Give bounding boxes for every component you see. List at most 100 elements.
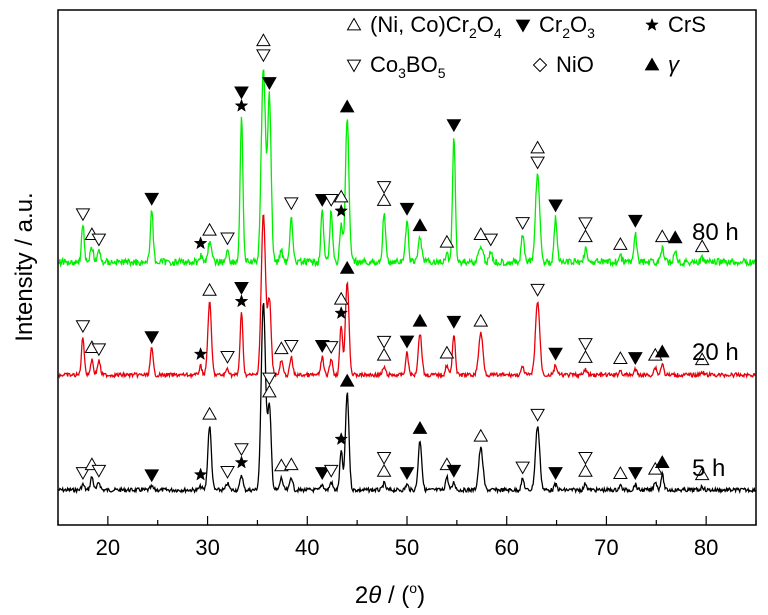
x-label-theta: θ (368, 582, 381, 609)
peak-marker (75, 208, 91, 222)
peak-marker (333, 291, 349, 305)
x-label-two: 2 (355, 582, 368, 609)
peak-marker (399, 467, 415, 481)
legend-triangle-down-filled-icon (515, 19, 531, 33)
series-label: 80 h (692, 219, 739, 246)
peak-marker (339, 373, 355, 387)
peak-marker (446, 464, 462, 478)
series-label: 20 h (692, 339, 739, 366)
peak-marker (399, 335, 415, 349)
peak-marker (220, 232, 235, 246)
peak-marker (234, 98, 249, 112)
peak-marker (530, 283, 545, 297)
diffraction-traces (57, 69, 756, 495)
legend-label: NiO (556, 52, 594, 77)
peak-marker (412, 313, 428, 327)
series-labels: 5 h 20 h 80 h (692, 219, 739, 482)
peak-marker (578, 217, 593, 231)
peak-marker (283, 340, 299, 353)
peak-marker (613, 466, 628, 479)
peak-marker (578, 229, 593, 243)
legend-label: Co3BO5 (370, 52, 446, 81)
peak-marker (234, 455, 249, 469)
peak-marker (376, 347, 392, 361)
peak-marker (339, 260, 355, 274)
legend-label: (Ni, Co)Cr2O4 (370, 12, 502, 41)
legend-triangle-open-icon (346, 17, 362, 31)
peak-marker (530, 156, 545, 170)
peak-marker (548, 199, 563, 213)
peak-marker (91, 464, 107, 478)
trace-20h (57, 214, 756, 380)
trace-5h (58, 303, 756, 495)
peak-marker (530, 408, 545, 422)
peak-marker (273, 458, 289, 472)
peak-marker (376, 452, 392, 465)
peak-marker (202, 282, 217, 296)
x-tick-label: 50 (395, 535, 419, 560)
peak-marker (144, 192, 160, 206)
peak-marker (627, 214, 643, 228)
x-label-close: ) (417, 582, 425, 609)
legend-diamond-open-icon (532, 57, 548, 73)
peak-marker (647, 461, 663, 475)
y-axis-label: Intensity / a.u. (11, 192, 38, 341)
peak-marker (234, 294, 249, 308)
peak-marker (694, 239, 710, 253)
peak-marker (193, 346, 208, 361)
peak-marker (283, 197, 299, 211)
peak-marker (144, 469, 160, 483)
peak-marker (323, 464, 339, 478)
peak-marker (91, 233, 107, 247)
peak-marker (548, 467, 563, 481)
peak-marker (273, 341, 289, 355)
peak-marker (654, 344, 670, 358)
plot-frame (57, 9, 757, 526)
peak-marker (399, 202, 415, 216)
peak-marker (234, 443, 249, 457)
x-tick-label: 30 (195, 535, 219, 560)
peak-marker (578, 452, 593, 465)
peak-marker (654, 455, 670, 468)
peak-marker (234, 86, 249, 100)
peak-marker (262, 372, 277, 386)
peak-marker (202, 406, 217, 420)
peak-marker (339, 99, 355, 113)
trace-80h (57, 69, 756, 268)
peak-marker (530, 140, 545, 154)
peak-marker (694, 467, 710, 481)
peak-marker (412, 420, 428, 434)
peak-marker (376, 192, 392, 206)
legend: (Ni, Co)Cr2O4 Cr2O3 CrS Co3BO5 NiO γ (346, 12, 706, 81)
legend-star-filled-icon (645, 17, 659, 31)
legend-triangle-down-open-icon (346, 59, 362, 73)
peak-marker (314, 467, 330, 481)
peak-marker (256, 33, 271, 47)
peak-marker (202, 222, 217, 236)
peak-marker (578, 338, 593, 352)
peak-marker (548, 347, 563, 361)
peak-marker (667, 230, 683, 244)
peak-marker (333, 189, 349, 203)
x-tick-label: 20 (96, 535, 120, 560)
peak-marker (446, 315, 462, 329)
peak-marker (439, 345, 455, 359)
peak-marker (91, 343, 107, 357)
peak-marker (334, 431, 349, 446)
peak-marker (694, 352, 710, 366)
peak-marker (376, 463, 392, 477)
peak-marker (473, 313, 489, 327)
peak-marker (376, 181, 392, 195)
peak-marker (627, 467, 643, 481)
x-axis-ticks: 20 30 40 50 60 70 80 (57, 516, 757, 560)
peak-marker (262, 77, 277, 91)
legend-label: γ (668, 52, 681, 77)
series-label: 5 h (692, 455, 725, 482)
peak-marker (220, 351, 235, 364)
peak-marker (283, 457, 299, 471)
x-tick-label: 70 (594, 535, 618, 560)
peak-marker (323, 194, 339, 207)
phase-markers (75, 33, 710, 483)
peak-marker (446, 119, 462, 133)
x-tick-label: 80 (694, 535, 718, 560)
